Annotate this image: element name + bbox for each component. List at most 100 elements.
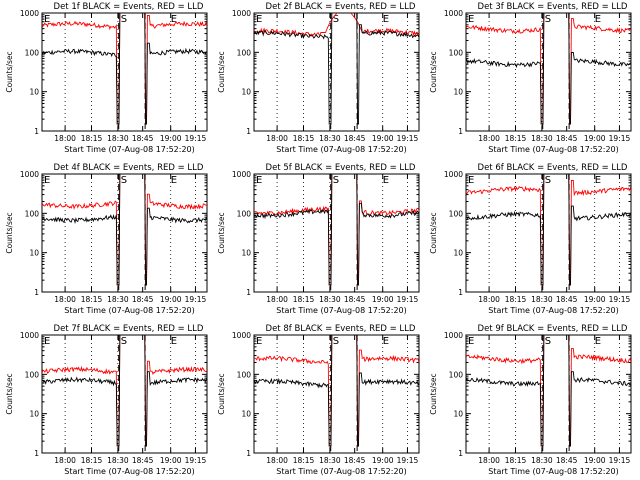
y-tick-label: 10 xyxy=(29,249,39,258)
event-marker-start: E xyxy=(468,175,474,186)
x-tick-label: 18:30 xyxy=(319,134,341,143)
y-tick-label: 1000 xyxy=(232,331,251,340)
x-tick-label: 18:15 xyxy=(293,134,315,143)
y-tick-label: 100 xyxy=(237,209,252,218)
event-marker-end: E xyxy=(383,175,389,186)
y-tick-label: 100 xyxy=(449,48,464,57)
x-tick-label: 19:15 xyxy=(185,295,207,304)
y-tick-label: 10 xyxy=(241,88,251,97)
x-tick-label: 19:15 xyxy=(609,134,631,143)
x-axis-label: Start Time (07-Aug-08 17:52:20) xyxy=(276,467,407,476)
x-tick-label: 19:00 xyxy=(160,456,182,465)
panel-det-8: Det 8f BLACK = Events, RED = LLD Counts/s… xyxy=(217,324,420,476)
series-lld-line xyxy=(466,174,631,286)
y-axis-label: Counts/sec xyxy=(429,373,438,414)
x-tick-label: 19:15 xyxy=(397,456,419,465)
x-tick-label: 18:45 xyxy=(132,456,154,465)
series-lld-line xyxy=(466,13,631,125)
series-events-line xyxy=(42,335,207,447)
x-tick-label: 18:15 xyxy=(293,295,315,304)
panel-title: Det 2f BLACK = Events, RED = LLD xyxy=(266,2,416,12)
x-axis-label: Start Time (07-Aug-08 17:52:20) xyxy=(64,306,195,315)
plot-frame xyxy=(465,12,632,132)
panel-title: Det 6f BLACK = Events, RED = LLD xyxy=(478,163,628,173)
y-tick-label: 1 xyxy=(34,288,39,297)
y-tick-label: 100 xyxy=(449,370,464,379)
panel-det-2: Det 2f BLACK = Events, RED = LLD Counts/s… xyxy=(217,2,420,154)
event-marker-saa: S xyxy=(333,14,339,25)
x-tick-label: 18:00 xyxy=(266,456,288,465)
y-tick-label: 10 xyxy=(241,249,251,258)
y-tick-label: 1000 xyxy=(444,170,463,179)
x-tick-label: 18:00 xyxy=(478,295,500,304)
event-marker-end: E xyxy=(595,175,601,186)
x-tick-label: 18:00 xyxy=(478,134,500,143)
y-tick-label: 1000 xyxy=(20,9,39,18)
y-tick-label: 100 xyxy=(25,48,40,57)
y-tick-label: 1000 xyxy=(20,170,39,179)
x-tick-label: 18:30 xyxy=(319,295,341,304)
series-lld-line xyxy=(42,335,207,447)
series-events-line xyxy=(42,174,207,286)
y-tick-label: 1000 xyxy=(232,170,251,179)
y-axis-label: Counts/sec xyxy=(5,51,14,92)
x-tick-label: 18:45 xyxy=(344,295,366,304)
x-tick-label: 18:00 xyxy=(266,295,288,304)
series-events-line xyxy=(42,13,207,125)
x-axis-label: Start Time (07-Aug-08 17:52:20) xyxy=(488,145,619,154)
panel-title: Det 9f BLACK = Events, RED = LLD xyxy=(478,324,628,334)
event-marker-saa: S xyxy=(545,336,551,347)
x-tick-label: 19:00 xyxy=(584,134,606,143)
event-marker-start: E xyxy=(256,14,262,25)
event-marker-start: E xyxy=(468,14,474,25)
x-tick-label: 18:45 xyxy=(132,295,154,304)
y-tick-label: 10 xyxy=(241,410,251,419)
y-tick-label: 1000 xyxy=(444,9,463,18)
panel-title: Det 7f BLACK = Events, RED = LLD xyxy=(54,324,204,334)
y-tick-label: 10 xyxy=(453,88,463,97)
y-axis-label: Counts/sec xyxy=(217,51,226,92)
y-tick-label: 1 xyxy=(246,449,251,458)
x-axis-label: Start Time (07-Aug-08 17:52:20) xyxy=(276,306,407,315)
y-axis-label: Counts/sec xyxy=(429,212,438,253)
event-marker-end: E xyxy=(383,14,389,25)
y-tick-label: 1 xyxy=(458,288,463,297)
x-tick-label: 18:45 xyxy=(132,134,154,143)
plot-frame xyxy=(465,334,632,454)
y-axis-label: Counts/sec xyxy=(217,212,226,253)
event-marker-saa: S xyxy=(121,336,127,347)
y-axis-label: Counts/sec xyxy=(429,51,438,92)
panel-title: Det 5f BLACK = Events, RED = LLD xyxy=(266,163,416,173)
x-tick-label: 19:00 xyxy=(372,456,394,465)
x-tick-label: 19:15 xyxy=(185,134,207,143)
y-tick-label: 1 xyxy=(458,449,463,458)
y-tick-label: 1 xyxy=(458,127,463,136)
x-tick-label: 18:15 xyxy=(505,295,527,304)
y-tick-label: 100 xyxy=(237,48,252,57)
y-tick-label: 1000 xyxy=(20,331,39,340)
y-tick-label: 1 xyxy=(246,288,251,297)
event-marker-saa: S xyxy=(121,14,127,25)
x-tick-label: 18:00 xyxy=(54,134,76,143)
event-marker-start: E xyxy=(256,336,262,347)
x-tick-label: 18:00 xyxy=(266,134,288,143)
x-tick-label: 19:00 xyxy=(372,295,394,304)
x-tick-label: 19:15 xyxy=(397,134,419,143)
x-axis-label: Start Time (07-Aug-08 17:52:20) xyxy=(276,145,407,154)
event-marker-start: E xyxy=(44,14,50,25)
panel-det-3: Det 3f BLACK = Events, RED = LLD Counts/s… xyxy=(429,2,632,154)
x-tick-label: 18:15 xyxy=(81,134,103,143)
y-tick-label: 100 xyxy=(25,209,40,218)
series-lld-line xyxy=(254,335,419,447)
x-tick-label: 18:30 xyxy=(107,295,129,304)
panel-title: Det 1f BLACK = Events, RED = LLD xyxy=(54,2,204,12)
y-tick-label: 10 xyxy=(453,249,463,258)
x-tick-label: 18:15 xyxy=(293,456,315,465)
x-tick-label: 19:00 xyxy=(584,295,606,304)
x-axis-label: Start Time (07-Aug-08 17:52:20) xyxy=(488,467,619,476)
plot-frame xyxy=(41,12,208,132)
y-tick-label: 1 xyxy=(34,127,39,136)
event-marker-start: E xyxy=(44,175,50,186)
event-marker-saa: S xyxy=(333,336,339,347)
series-events-line xyxy=(254,13,419,125)
